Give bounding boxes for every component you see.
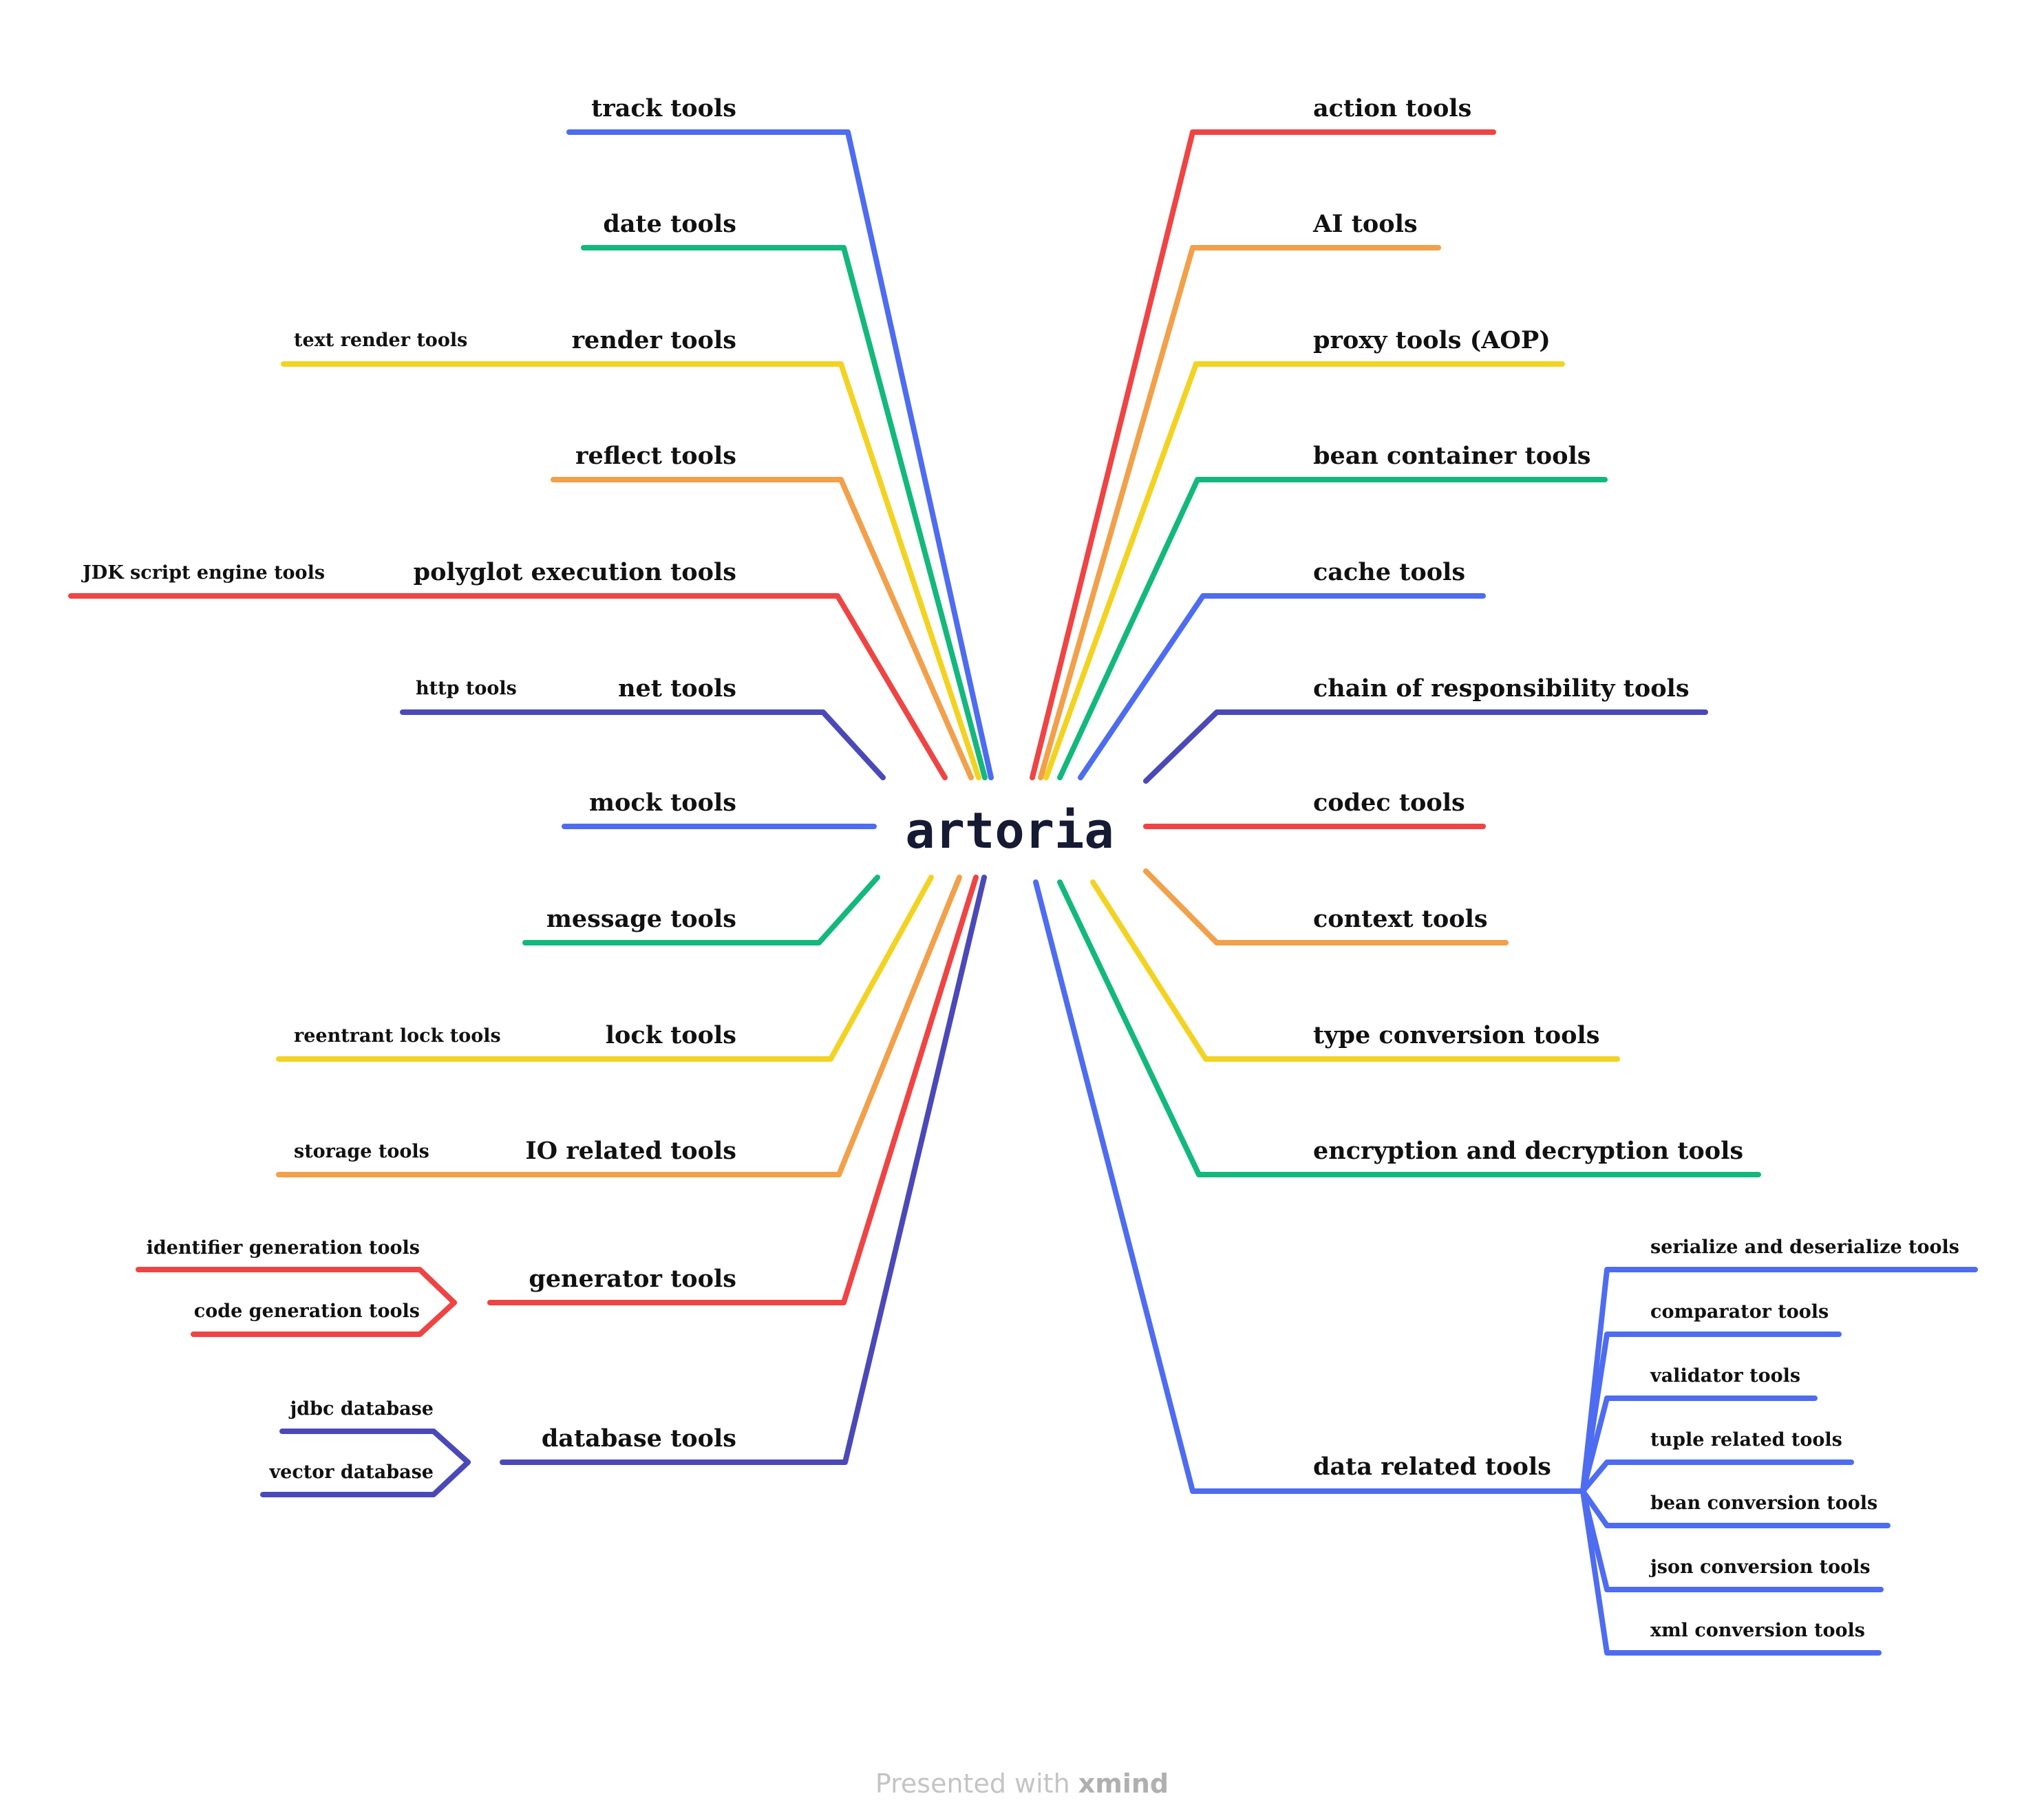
connector-xml-conversion-tools (1580, 1488, 1882, 1656)
connector-database-tools (500, 875, 987, 1465)
subtopic-bean-conversion-tools[interactable]: bean conversion tools (1650, 1493, 1877, 1514)
connector-lock-tools (276, 875, 934, 1062)
branch-generator-tools[interactable]: generator tools (529, 1265, 736, 1293)
connector-validator-tools (1580, 1395, 1818, 1494)
subtopic-tuple-related-tools[interactable]: tuple related tools (1650, 1429, 1842, 1451)
connector-lines (68, 129, 1978, 1656)
connector-io-related-tools (276, 875, 962, 1177)
branch-reflect-tools[interactable]: reflect tools (575, 442, 736, 470)
subtopic-json-conversion-tools[interactable]: json conversion tools (1649, 1557, 1871, 1578)
connector-chain-of-responsibility-tools (1143, 709, 1708, 784)
connector-type-conversion-tools (1090, 879, 1620, 1062)
branch-polyglot-execution-tools[interactable]: polyglot execution tools (414, 558, 736, 586)
connector-message-tools (522, 875, 880, 945)
branch-lock-tools[interactable]: lock tools (606, 1021, 736, 1049)
subtopic-identifier-generation-tools[interactable]: identifier generation tools (147, 1237, 420, 1259)
subtopic-validator-tools[interactable]: validator tools (1650, 1365, 1800, 1387)
connector-render-tools (281, 361, 981, 780)
connector-tuple-related-tools (1580, 1459, 1854, 1494)
subtopic-jdk-script-engine-tools[interactable]: JDK script engine tools (81, 562, 325, 584)
connector-reflect-tools (551, 477, 974, 780)
subtopic-text-render-tools[interactable]: text render tools (294, 330, 467, 351)
connector-encryption-and-decryption-tools (1057, 879, 1761, 1177)
connector-date-tools (581, 245, 988, 780)
connector-code-generation-tools (191, 1300, 457, 1337)
connector-jdbc-database (279, 1429, 471, 1465)
branch-bean-container-tools[interactable]: bean container tools (1313, 442, 1591, 470)
branch-render-tools[interactable]: render tools (572, 326, 736, 354)
connector-comparator-tools (1580, 1332, 1842, 1494)
branch-net-tools[interactable]: net tools (618, 674, 736, 703)
subtopic-storage-tools[interactable]: storage tools (294, 1141, 429, 1162)
connector-context-tools (1143, 868, 1509, 945)
connector-ai-tools (1038, 245, 1441, 780)
branch-ai-tools[interactable]: AI tools (1312, 210, 1418, 238)
branch-io-related-tools[interactable]: IO related tools (525, 1137, 736, 1165)
watermark-brand: xmind (1078, 1768, 1169, 1799)
subtopic-jdbc-database[interactable]: jdbc database (289, 1398, 434, 1420)
subtopic-xml-conversion-tools[interactable]: xml conversion tools (1650, 1620, 1865, 1641)
subtopic-comparator-tools[interactable]: comparator tools (1650, 1301, 1829, 1323)
branch-mock-tools[interactable]: mock tools (589, 789, 736, 817)
branch-database-tools[interactable]: database tools (542, 1424, 736, 1453)
connector-action-tools (1030, 129, 1496, 780)
branch-encryption-and-decryption-tools[interactable]: encryption and decryption tools (1313, 1137, 1743, 1165)
branch-codec-tools[interactable]: codec tools (1313, 789, 1465, 817)
branch-date-tools[interactable]: date tools (603, 210, 736, 238)
connector-proxy-tools-aop (1043, 361, 1565, 780)
connector-generator-tools (487, 875, 979, 1305)
central-topic[interactable]: artoria (905, 802, 1114, 859)
branch-cache-tools[interactable]: cache tools (1313, 558, 1465, 586)
watermark-prefix: Presented with (875, 1768, 1078, 1799)
branch-action-tools[interactable]: action tools (1313, 94, 1471, 122)
branch-message-tools[interactable]: message tools (546, 905, 736, 933)
connector-cache-tools (1078, 593, 1486, 780)
subtopic-http-tools[interactable]: http tools (416, 678, 517, 699)
branch-data-related-tools[interactable]: data related tools (1313, 1453, 1551, 1481)
subtopic-serialize-and-deserialize-tools[interactable]: serialize and deserialize tools (1650, 1237, 1959, 1258)
connector-serialize-and-deserialize-tools (1580, 1267, 1978, 1494)
connector-json-conversion-tools (1580, 1488, 1884, 1592)
branch-chain-of-responsibility-tools[interactable]: chain of responsibility tools (1313, 674, 1690, 703)
connector-net-tools (400, 709, 886, 780)
connector-bean-conversion-tools (1580, 1488, 1891, 1528)
subtopic-code-generation-tools[interactable]: code generation tools (194, 1301, 420, 1322)
connector-track-tools (566, 129, 994, 780)
connector-polyglot-execution-tools (68, 593, 948, 780)
subtopic-vector-database[interactable]: vector database (268, 1462, 434, 1483)
branch-proxy-tools-aop[interactable]: proxy tools (AOP) (1313, 326, 1551, 354)
connector-data-related-tools (1033, 879, 1586, 1494)
connector-identifier-generation-tools (136, 1267, 457, 1305)
branch-type-conversion-tools[interactable]: type conversion tools (1313, 1021, 1599, 1049)
watermark: Presented with xmind (875, 1768, 1169, 1799)
branch-context-tools[interactable]: context tools (1313, 905, 1488, 933)
topic-labels: track tools date tools render tools text re… (81, 94, 1959, 1641)
connector-bean-container-tools (1057, 477, 1608, 780)
branch-track-tools[interactable]: track tools (591, 94, 736, 122)
subtopic-reentrant-lock-tools[interactable]: reentrant lock tools (294, 1025, 501, 1047)
connector-vector-database (260, 1459, 471, 1497)
